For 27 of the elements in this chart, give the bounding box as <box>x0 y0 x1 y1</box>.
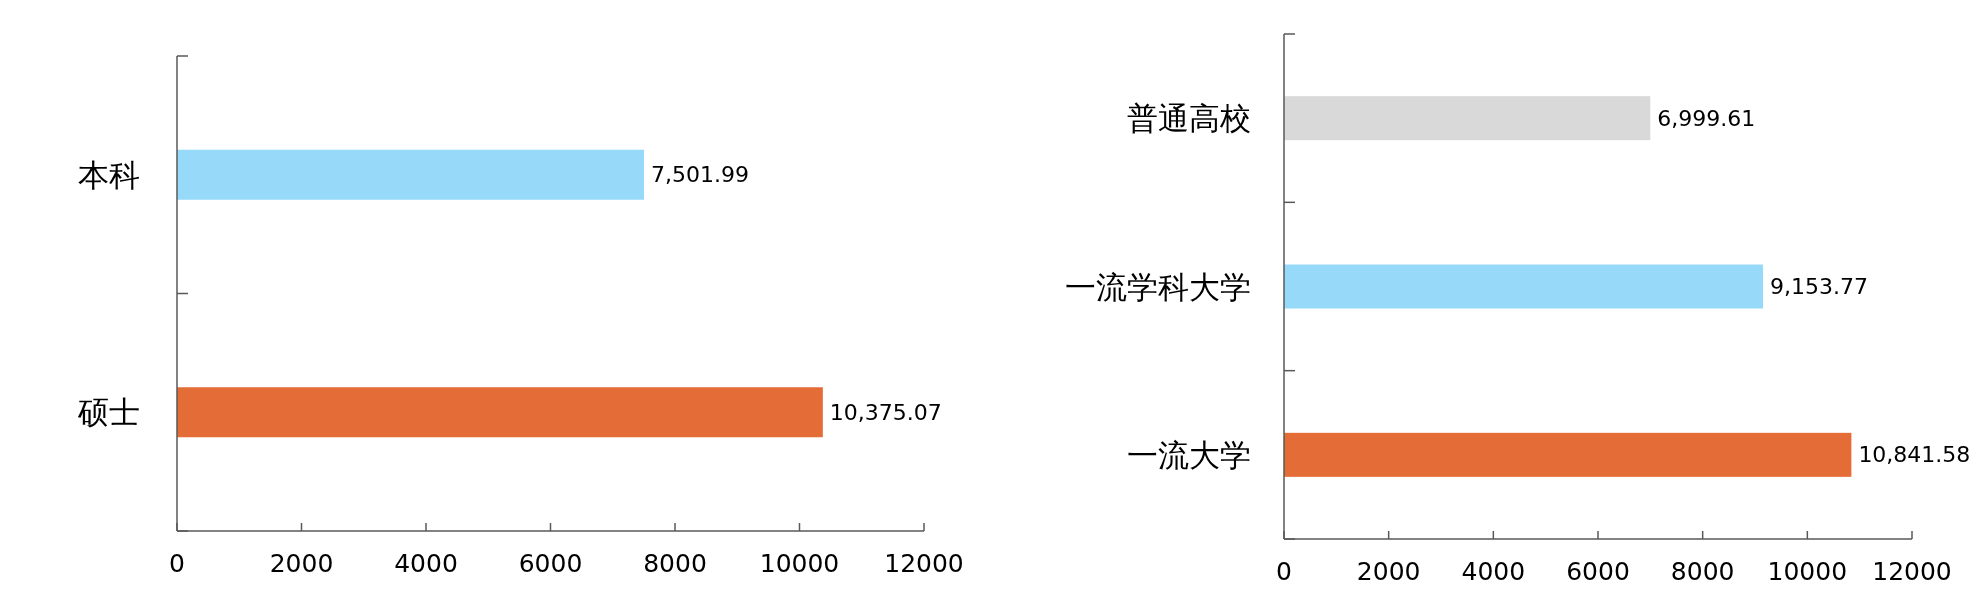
x-tick-label: 0 <box>1276 556 1292 586</box>
data-label: 6,999.61 <box>1657 105 1756 131</box>
y-tick-label: 普通高校 <box>1127 100 1251 137</box>
data-label: 10,841.58 <box>1858 442 1971 468</box>
y-tick-label: 硕士 <box>77 394 140 431</box>
data-label: 7,501.99 <box>651 162 749 188</box>
x-tick-label: 0 <box>169 548 185 578</box>
x-tick-label: 2000 <box>269 548 334 578</box>
x-tick-label: 8000 <box>643 548 707 578</box>
data-label: 9,153.77 <box>1770 274 1869 299</box>
x-tick-label: 4000 <box>1461 556 1526 586</box>
bar <box>1284 264 1764 309</box>
x-tick-label: 4000 <box>394 548 458 578</box>
x-tick-label: 12000 <box>1872 556 1952 586</box>
x-tick-label: 6000 <box>1566 556 1630 586</box>
x-tick-label: 10000 <box>1767 556 1848 586</box>
x-tick-label: 6000 <box>518 548 583 578</box>
y-tick-label: 本科 <box>78 156 140 193</box>
x-tick-label: 12000 <box>884 548 964 578</box>
y-tick-label: 一流学科大学 <box>1065 268 1251 305</box>
x-tick-label: 2000 <box>1356 556 1421 586</box>
bar <box>1284 432 1852 477</box>
x-tick-label: 10000 <box>759 548 840 578</box>
data-label: 10,375.07 <box>829 399 942 425</box>
bar <box>1284 96 1651 141</box>
x-tick-label: 8000 <box>1670 556 1735 586</box>
y-tick-label: 一流大学 <box>1127 436 1251 473</box>
